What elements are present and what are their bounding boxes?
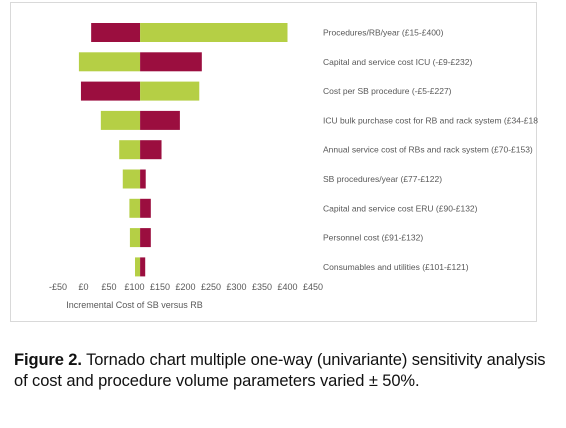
- bar-low-1: [91, 23, 141, 42]
- x-tick-label: £450: [303, 282, 323, 292]
- bar-high-3: [140, 81, 200, 101]
- category-label-9: Consumables and utilities (£101-£121): [323, 262, 469, 272]
- bar-low-7: [129, 198, 141, 218]
- bars-layer: [78, 23, 288, 277]
- x-tick-label: £0: [78, 282, 88, 292]
- category-label-8: Personnel cost (£91-£132): [323, 233, 423, 243]
- figure-label: Figure 2.: [14, 351, 82, 369]
- bar-high-5: [140, 140, 162, 160]
- bar-low-2: [78, 52, 141, 72]
- bar-high-2: [140, 52, 202, 72]
- category-label-5: Annual service cost of RBs and rack syst…: [323, 145, 533, 155]
- bar-low-9: [135, 257, 141, 277]
- figure-caption: Figure 2. Tornado chart multiple one-way…: [14, 350, 554, 392]
- x-tick-label: £100: [124, 282, 144, 292]
- x-tick-label: £400: [277, 282, 297, 292]
- bar-high-6: [140, 169, 146, 189]
- x-tick-label: £150: [150, 282, 170, 292]
- x-tick-label: £300: [226, 282, 246, 292]
- tornado-chart: Procedures/RB/year (£15-£400) Capital and…: [49, 23, 538, 310]
- category-label-1: Procedures/RB/year (£15-£400): [323, 28, 444, 38]
- bar-low-8: [129, 228, 141, 248]
- category-label-6: SB procedures/year (£77-£122): [323, 174, 442, 184]
- x-axis-ticks: -£50 £0 £50 £100 £150 £200 £250 £300 £350 £400 £45…: [49, 282, 323, 292]
- bar-high-1: [140, 23, 288, 42]
- category-label-4: ICU bulk purchase cost for RB and rack s…: [323, 115, 538, 125]
- bar-high-9: [140, 257, 146, 277]
- bar-low-4: [100, 110, 141, 130]
- bar-low-3: [80, 81, 141, 101]
- x-tick-label: £200: [175, 282, 195, 292]
- x-tick-label: £50: [101, 282, 116, 292]
- bar-low-5: [119, 140, 141, 160]
- figure-caption-text: Tornado chart multiple one-way (univaria…: [14, 351, 546, 390]
- category-label-7: Capital and service cost ERU (£90-£132): [323, 203, 478, 213]
- x-tick-label: -£50: [49, 282, 67, 292]
- category-label-2: Capital and service cost ICU (-£9-£232): [323, 57, 472, 67]
- chart-frame: Procedures/RB/year (£15-£400) Capital and…: [10, 2, 538, 322]
- bar-low-6: [122, 169, 141, 189]
- category-labels: Procedures/RB/year (£15-£400) Capital and…: [323, 28, 538, 272]
- bar-high-4: [140, 110, 180, 130]
- x-tick-label: £250: [201, 282, 221, 292]
- x-axis-title: Incremental Cost of SB versus RB: [66, 300, 203, 310]
- bar-high-7: [140, 198, 151, 218]
- x-tick-label: £350: [252, 282, 272, 292]
- category-label-3: Cost per SB procedure (-£5-£227): [323, 86, 452, 96]
- bar-high-8: [140, 228, 151, 248]
